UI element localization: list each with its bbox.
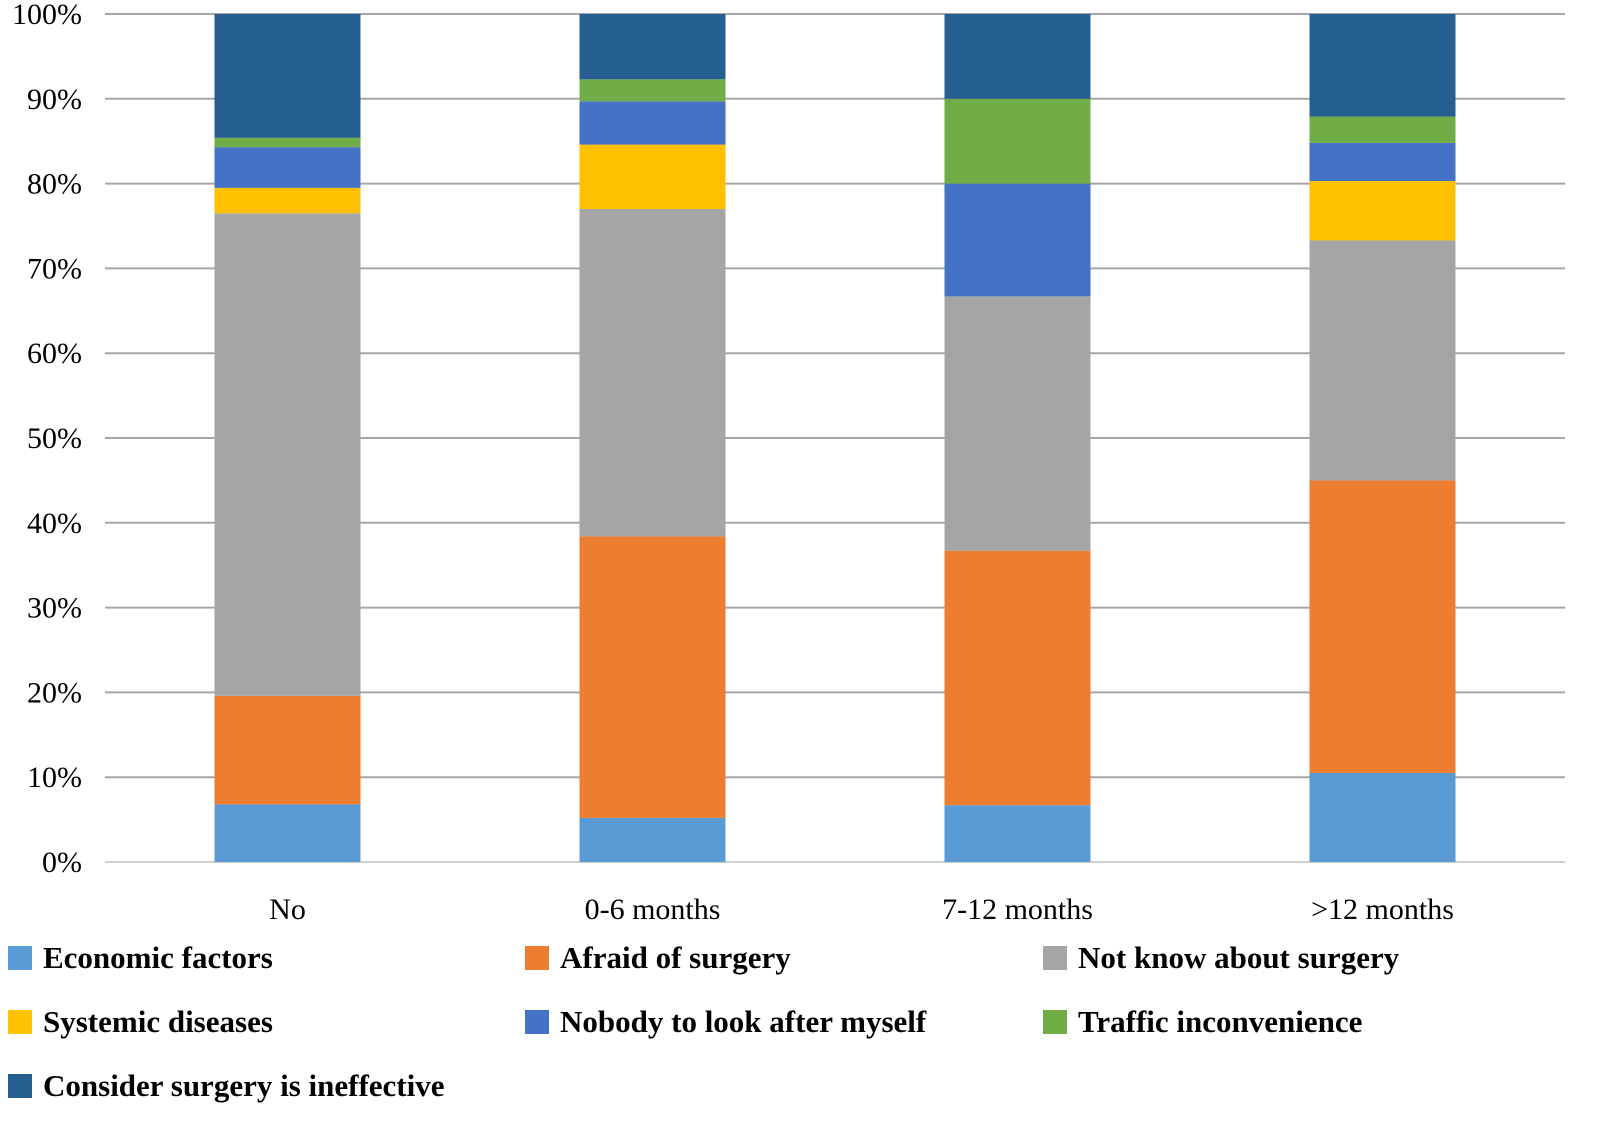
x-tick-label: 0-6 months xyxy=(585,893,721,926)
bars xyxy=(214,14,1456,862)
bar-segment xyxy=(1309,240,1456,481)
legend-item: Traffic inconvenience xyxy=(1043,1004,1362,1039)
legend-item: Consider surgery is ineffective xyxy=(8,1068,445,1103)
legend-swatch xyxy=(525,946,549,970)
legend-item: Nobody to look after myself xyxy=(525,1004,927,1039)
y-tick-label: 40% xyxy=(27,507,82,540)
legend-item: Systemic diseases xyxy=(8,1004,273,1039)
x-tick-label: >12 months xyxy=(1311,893,1454,926)
y-tick-label: 70% xyxy=(27,252,82,285)
legend-label: Traffic inconvenience xyxy=(1078,1004,1362,1039)
legend-label: Consider surgery is ineffective xyxy=(43,1068,445,1103)
x-axis-ticks: No 0-6 months 7-12 months >12 months xyxy=(269,893,1454,926)
y-tick-label: 50% xyxy=(27,422,82,455)
legend-item: Afraid of surgery xyxy=(525,940,791,975)
bar-segment xyxy=(214,14,361,138)
y-tick-label: 100% xyxy=(12,0,82,31)
bar-segment xyxy=(1309,14,1456,117)
y-tick-label: 20% xyxy=(27,676,82,709)
y-tick-label: 90% xyxy=(27,83,82,116)
legend-label: Afraid of surgery xyxy=(560,940,791,975)
legend-label: Systemic diseases xyxy=(43,1004,273,1039)
y-tick-label: 80% xyxy=(27,168,82,201)
bar-segment xyxy=(214,804,361,862)
legend-swatch xyxy=(8,946,32,970)
legend-swatch xyxy=(8,1074,32,1098)
bar-segment xyxy=(944,183,1091,297)
bar-segment xyxy=(944,805,1091,862)
bar-segment xyxy=(1309,116,1456,143)
legend-label: Not know about surgery xyxy=(1078,940,1400,975)
bar-segment xyxy=(944,98,1091,184)
bar-segment xyxy=(944,296,1091,551)
y-tick-label: 60% xyxy=(27,337,82,370)
bar-segment xyxy=(214,213,361,696)
bar-segment xyxy=(214,147,361,188)
bar-segment xyxy=(214,695,361,805)
bar-segment xyxy=(944,550,1091,806)
y-axis-ticks: 0% 10% 20% 30% 40% 50% 60% 70% 80% 90% 100% xyxy=(12,0,82,879)
bar-segment xyxy=(1309,772,1456,862)
bar-segment xyxy=(214,187,361,214)
y-tick-label: 10% xyxy=(27,761,82,794)
legend-swatch xyxy=(1043,1010,1067,1034)
legend-item: Not know about surgery xyxy=(1043,940,1400,975)
bar-segment xyxy=(579,209,726,537)
y-tick-label: 30% xyxy=(27,592,82,625)
legend-label: Economic factors xyxy=(43,940,273,975)
bar-segment xyxy=(1309,480,1456,773)
bar-segment xyxy=(1309,142,1456,182)
x-tick-label: 7-12 months xyxy=(942,893,1093,926)
y-tick-label: 0% xyxy=(42,846,82,879)
bar-segment xyxy=(214,137,361,148)
bar-segment xyxy=(579,536,726,818)
legend: Economic factors Afraid of surgery Not kno… xyxy=(8,940,1400,1103)
x-tick-label: No xyxy=(269,893,306,926)
bar-segment xyxy=(944,14,1091,99)
bar-segment xyxy=(579,79,726,102)
bar-segment xyxy=(579,144,726,210)
bar-segment xyxy=(579,817,726,862)
legend-swatch xyxy=(525,1010,549,1034)
bar-segment xyxy=(1309,181,1456,241)
bar-segment xyxy=(579,101,726,145)
legend-swatch xyxy=(8,1010,32,1034)
bar-segment xyxy=(579,14,726,80)
legend-item: Economic factors xyxy=(8,940,273,975)
legend-swatch xyxy=(1043,946,1067,970)
legend-label: Nobody to look after myself xyxy=(560,1004,927,1039)
